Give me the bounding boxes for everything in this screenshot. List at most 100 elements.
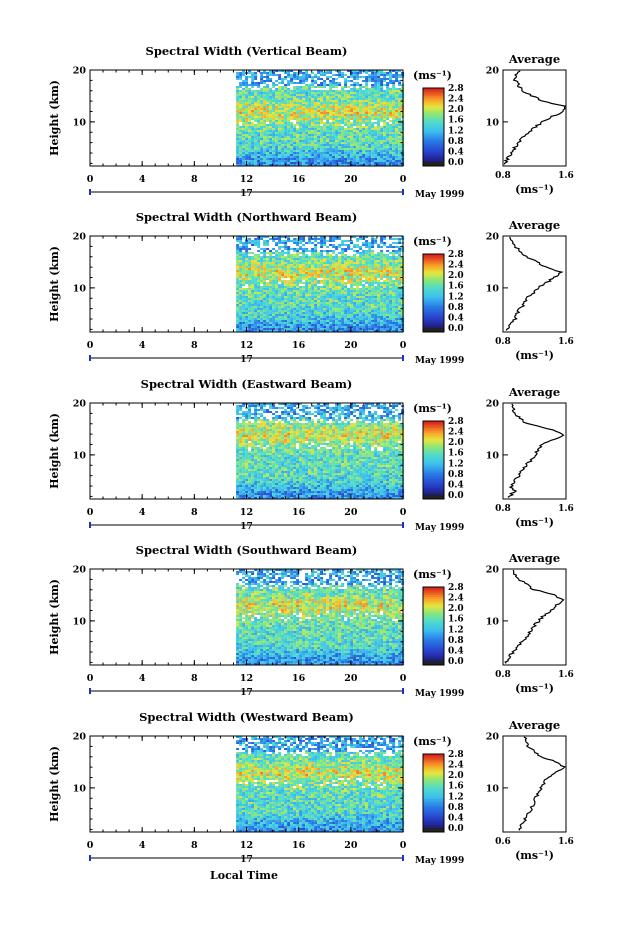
heatmap-cell <box>377 308 380 310</box>
heatmap-cell <box>293 316 296 318</box>
heatmap-cell <box>269 306 272 308</box>
heatmap-cell <box>257 84 260 86</box>
heatmap-cell <box>311 76 314 78</box>
heatmap-cell <box>254 306 257 308</box>
heatmap-cell <box>329 118 332 120</box>
heatmap-cell <box>320 86 323 88</box>
heatmap-cell <box>272 302 275 304</box>
heatmap-cell <box>353 294 356 296</box>
heatmap-cell <box>293 82 296 84</box>
heatmap-cell <box>251 134 254 136</box>
heatmap-cell <box>239 274 242 276</box>
heatmap-cell <box>326 94 329 96</box>
heatmap-cell <box>308 160 311 162</box>
heatmap-cell <box>326 92 329 94</box>
heatmap-cell <box>308 116 311 118</box>
heatmap-cell <box>239 258 242 260</box>
heatmap-cell <box>320 122 323 124</box>
heatmap-cell <box>389 314 392 316</box>
heatmap-cell <box>377 122 380 124</box>
heatmap-cell <box>389 258 392 260</box>
heatmap-cell <box>338 104 341 106</box>
heatmap-cell <box>341 138 344 140</box>
heatmap-cell <box>275 254 278 256</box>
heatmap-cell <box>314 116 317 118</box>
heatmap-cell <box>317 158 320 160</box>
heatmap-cell <box>311 108 314 110</box>
heatmap-cell <box>275 288 278 290</box>
heatmap-cell <box>326 114 329 116</box>
heatmap-cell <box>332 150 335 152</box>
heatmap-cell <box>302 126 305 128</box>
heatmap-cell <box>290 102 293 104</box>
heatmap-cell <box>278 238 281 240</box>
heatmap-cell <box>389 114 392 116</box>
heatmap-cell <box>344 260 347 262</box>
heatmap-cell <box>296 308 299 310</box>
heatmap-cell <box>266 274 269 276</box>
heatmap-cell <box>311 136 314 138</box>
heatmap-cell <box>284 246 287 248</box>
heatmap-cell <box>374 314 377 316</box>
heatmap-cell <box>254 160 257 162</box>
heatmap-cell <box>302 244 305 246</box>
heatmap-cell <box>383 98 386 100</box>
heatmap-cell <box>266 138 269 140</box>
heatmap-cell <box>374 90 377 92</box>
heatmap-cell <box>350 300 353 302</box>
heatmap-cell <box>392 104 395 106</box>
heatmap-cell <box>335 128 338 130</box>
heatmap-cell <box>389 326 392 328</box>
heatmap-cell <box>263 94 266 96</box>
heatmap-cell <box>248 152 251 154</box>
heatmap-cell <box>350 282 353 284</box>
heatmap-cell <box>335 148 338 150</box>
heatmap-cell <box>386 152 389 154</box>
heatmap-cell <box>242 72 245 74</box>
heatmap-cell <box>356 300 359 302</box>
heatmap-cell <box>326 158 329 160</box>
heatmap-cell <box>284 150 287 152</box>
heatmap-cell <box>386 116 389 118</box>
heatmap-cell <box>281 162 284 164</box>
heatmap-cell <box>368 140 371 142</box>
heatmap-cell <box>287 122 290 124</box>
heatmap-cell <box>245 88 248 90</box>
heatmap-cell <box>317 76 320 78</box>
heatmap-cell <box>245 150 248 152</box>
heatmap-cell <box>248 104 251 106</box>
heatmap-cell <box>248 318 251 320</box>
heatmap-cell <box>356 142 359 144</box>
heatmap-cell <box>296 298 299 300</box>
heatmap-cell <box>326 124 329 126</box>
heatmap-cell <box>377 156 380 158</box>
heatmap-cell <box>350 128 353 130</box>
heatmap-cell <box>323 260 326 262</box>
heatmap-cell <box>248 138 251 140</box>
heatmap-cell <box>257 86 260 88</box>
heatmap-cell <box>344 256 347 258</box>
heatmap-cell <box>320 258 323 260</box>
heatmap-cell <box>281 242 284 244</box>
heatmap-cell <box>377 130 380 132</box>
heatmap-cell <box>374 112 377 114</box>
heatmap-cell <box>332 252 335 254</box>
heatmap-cell <box>344 292 347 294</box>
heatmap-cell <box>317 112 320 114</box>
heatmap-cell <box>239 302 242 304</box>
heatmap-cell <box>392 286 395 288</box>
heatmap-cell <box>347 104 350 106</box>
heatmap-cell <box>251 100 254 102</box>
heatmap-cell <box>239 104 242 106</box>
heatmap-cell <box>245 264 248 266</box>
heatmap-cell <box>278 160 281 162</box>
heatmap-cell <box>251 318 254 320</box>
heatmap-cell <box>248 326 251 328</box>
heatmap-cell <box>353 292 356 294</box>
heatmap-cell <box>257 122 260 124</box>
heatmap-cell <box>332 304 335 306</box>
heatmap-cell <box>377 268 380 270</box>
heatmap-cell <box>254 254 257 256</box>
heatmap-cell <box>293 148 296 150</box>
heatmap-cell <box>287 312 290 314</box>
